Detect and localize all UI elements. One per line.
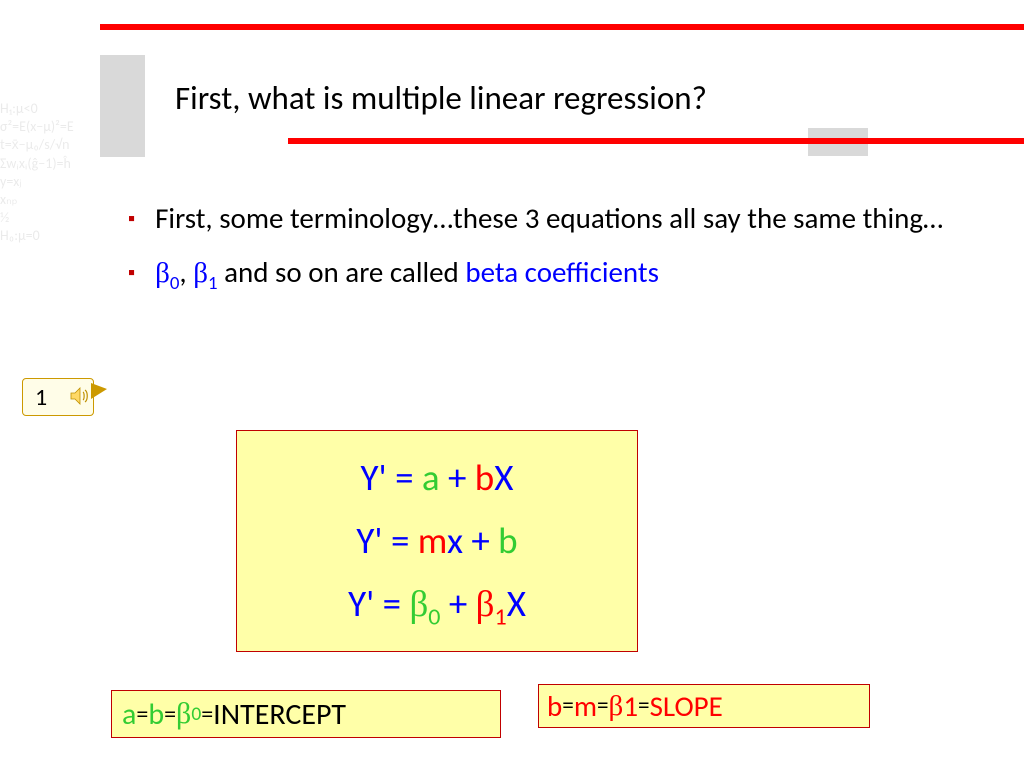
bullet-text-1: First, some terminology…these 3 equation…	[155, 200, 964, 238]
bullet-list: ▪ First, some terminology…these 3 equati…	[128, 200, 964, 312]
slide-title: First, what is multiple linear regressio…	[175, 78, 707, 118]
top-gray-block	[100, 55, 145, 157]
bullet-item-1: ▪ First, some terminology…these 3 equati…	[128, 200, 964, 238]
equations-box: Y' = a + bX Y' = mx + b Y' = β0 + β1X	[236, 430, 638, 652]
mid-accent-bar	[288, 138, 1024, 144]
equation-2: Y' = mx + b	[237, 510, 637, 573]
slope-box: b = m = β1 = SLOPE	[538, 684, 870, 728]
equation-1: Y' = a + bX	[237, 447, 637, 510]
bullet-text-2: β0, β1 and so on are called beta coeffic…	[155, 254, 964, 296]
bullet-marker: ▪	[128, 206, 135, 238]
bullet-marker: ▪	[128, 260, 135, 296]
bullet-item-2: ▪ β0, β1 and so on are called beta coeff…	[128, 254, 964, 296]
speaker-icon	[68, 384, 92, 408]
equation-3: Y' = β0 + β1X	[237, 573, 637, 638]
top-accent-bar	[100, 24, 1024, 30]
intercept-box: a = b = β0 = INTERCEPT	[111, 690, 501, 738]
